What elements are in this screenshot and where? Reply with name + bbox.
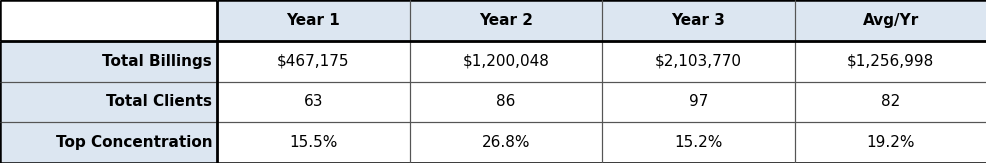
Bar [601,122,794,163]
Text: Year 1: Year 1 [286,13,340,28]
Bar [601,41,794,82]
Bar [409,0,601,41]
Text: 63: 63 [304,94,322,109]
Text: Total Billings: Total Billings [103,54,212,69]
Text: Total Clients: Total Clients [106,94,212,109]
Text: Year 3: Year 3 [670,13,725,28]
Bar [0,82,217,122]
Bar [0,0,217,41]
Text: 15.5%: 15.5% [289,135,337,150]
Text: 15.2%: 15.2% [673,135,722,150]
Bar [794,82,986,122]
Bar [217,41,409,82]
Text: Avg/Yr: Avg/Yr [862,13,918,28]
Text: 82: 82 [880,94,899,109]
Text: 86: 86 [496,94,515,109]
Bar [0,41,217,82]
Text: $467,175: $467,175 [277,54,349,69]
Text: 97: 97 [688,94,707,109]
Bar [409,41,601,82]
Text: $2,103,770: $2,103,770 [654,54,741,69]
Text: 19.2%: 19.2% [866,135,914,150]
Bar [794,122,986,163]
Bar [601,0,794,41]
Text: Top Concentration: Top Concentration [55,135,212,150]
Bar [0,122,217,163]
Bar [409,122,601,163]
Bar [217,0,409,41]
Bar [217,82,409,122]
Text: 26.8%: 26.8% [481,135,529,150]
Bar [217,122,409,163]
Text: Year 2: Year 2 [478,13,532,28]
Bar [409,82,601,122]
Bar [794,41,986,82]
Text: $1,256,998: $1,256,998 [846,54,934,69]
Bar [601,82,794,122]
Text: $1,200,048: $1,200,048 [461,54,549,69]
Bar [794,0,986,41]
